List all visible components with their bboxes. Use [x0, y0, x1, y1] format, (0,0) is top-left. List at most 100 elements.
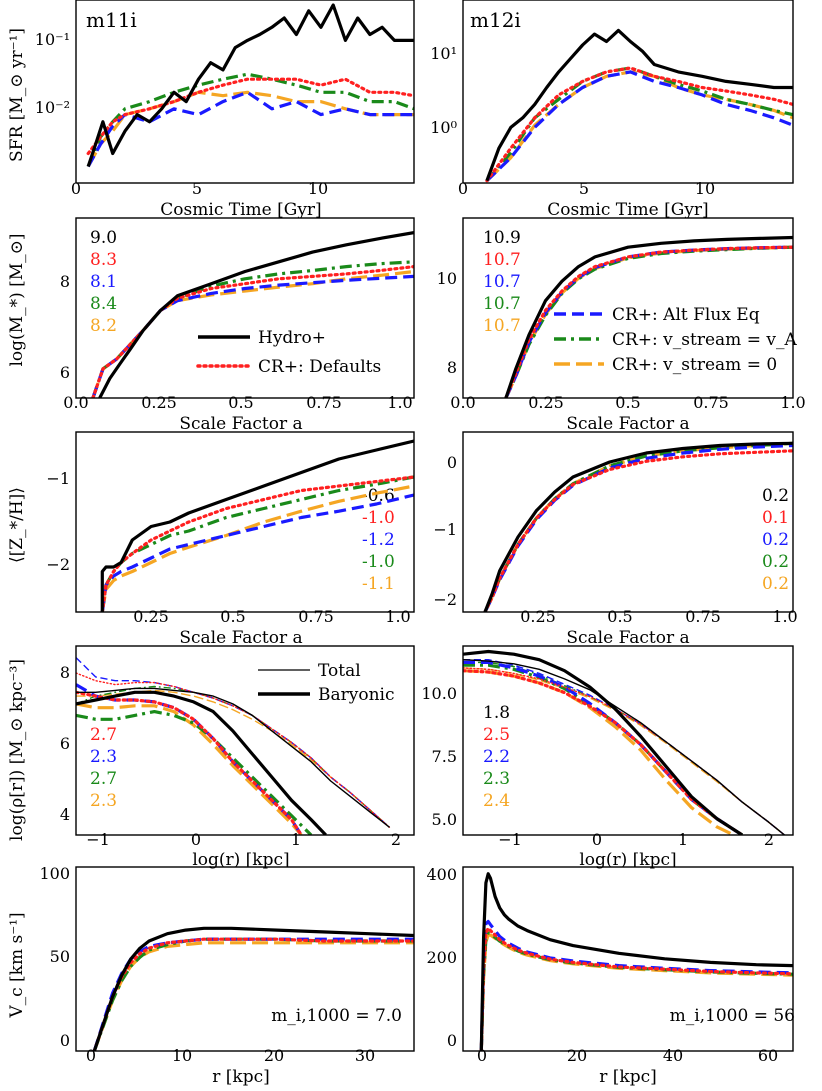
value-vstream-zero: 8.2 [90, 316, 117, 336]
panel-sfr-m11i: m11i SFR [M_⊙ yr⁻¹] Cosmic Time [Gyr] 0 … [7, 8, 328, 220]
y-tick-label: 4 [60, 805, 70, 824]
series-group-rho_m11i [76, 657, 391, 835]
series-line-hydro [504, 235, 793, 398]
legend-label-defaults: CR+: Defaults [258, 357, 381, 377]
y-axis-label-sfr: SFR [M_⊙ yr⁻¹] [7, 28, 27, 162]
value-hydro: 1.8 [483, 703, 510, 723]
legend-label-altflux: CR+: Alt Flux Eq [612, 305, 760, 325]
final-mass-values: 9.0 8.3 8.1 8.4 8.2 [90, 228, 117, 336]
panel-rho-m11i: log(ρ[r]) [M_⊙ kpc⁻³] log(r) [kpc] −1 0 … [7, 659, 401, 870]
series-line-hydro [485, 28, 793, 182]
x-tick-label: 0.25 [520, 607, 556, 626]
axes-frame-zstar_m12i [462, 431, 794, 613]
series-line-defaults [92, 937, 414, 1051]
series-line-zero-total [463, 667, 785, 835]
series-line-defaults [479, 926, 793, 1051]
series-line-defaults [91, 265, 414, 398]
x-tick-label: 0.25 [133, 607, 169, 626]
y-tick-label: −1 [46, 469, 70, 488]
x-axis-label-scale-factor: Scale Factor a [179, 414, 302, 434]
x-tick-label: 0.75 [693, 393, 729, 412]
x-tick-label: 0.5 [607, 607, 632, 626]
series-line-altflux [483, 443, 793, 612]
value-vstream-zero: 0.2 [762, 574, 789, 594]
x-tick-label: 20 [567, 1046, 587, 1065]
y-tick-label: 50 [50, 947, 70, 966]
y-tick-label: 200 [426, 948, 457, 967]
series-group-vc_m11i [92, 926, 414, 1051]
legend-label-total: Total [318, 661, 361, 681]
panel-zstar-m12i: Scale Factor a 0.25 0.5 0.75 1.0 −2 −1 0… [433, 453, 797, 648]
series-line-defaults [86, 77, 414, 156]
value-hydro: 0.2 [762, 486, 789, 506]
series-line-hydro [100, 439, 414, 612]
value-altflux: 2.2 [483, 747, 510, 767]
x-tick-label: 0.5 [220, 607, 245, 626]
series-group-sfr_m12i [485, 28, 793, 183]
axes-frame-vc_m12i [462, 866, 794, 1052]
x-tick-label: 0 [191, 830, 201, 849]
series-line-hydro-baryonic [463, 649, 744, 835]
y-tick-label: 0 [447, 453, 457, 472]
x-axis-label-log-r: log(r) [kpc] [579, 850, 676, 870]
y-tick-label: 10¹ [430, 44, 457, 63]
legend-cr-variants: CR+: Alt Flux Eq CR+: v_stream = v_A CR+… [554, 305, 797, 375]
x-tick-label: 10 [308, 179, 328, 198]
legend-total-baryonic: Total Baryonic [258, 661, 395, 705]
x-tick-label: 30 [355, 1046, 375, 1065]
series-group-vc_m12i [479, 872, 793, 1051]
value-vstream-zero: 2.3 [90, 791, 117, 811]
value-vstream-zero: 10.7 [483, 316, 521, 336]
x-axis-label-r: r [kpc] [212, 1067, 270, 1087]
series-group-sfr_m11i [86, 3, 414, 168]
series-line-defaults-total [76, 672, 391, 828]
series-line-vA [86, 72, 414, 168]
x-tick-label: 1.0 [387, 393, 412, 412]
series-group-rho_m12i [463, 649, 786, 835]
x-tick-label: 20 [264, 1046, 284, 1065]
resolution-label: m_i,1000 = 7.0 [271, 1006, 402, 1026]
x-tick-label: 1 [291, 830, 301, 849]
y-axis-label-density: log(ρ[r]) [M_⊙ kpc⁻³] [7, 659, 27, 841]
x-tick-label: 10 [695, 179, 715, 198]
x-tick-label: 2 [764, 830, 774, 849]
axes-frame-sfr_m11i [75, 0, 415, 184]
series-line-hydro [98, 231, 414, 398]
legend-hydro-defaults: Hydro+ CR+: Defaults [196, 328, 381, 377]
legend-label-vstream-zero: CR+: v_stream = 0 [612, 355, 777, 375]
series-line-altflux-total [76, 657, 390, 828]
series-line-zero [479, 933, 793, 1051]
series-group-mstar_m11i [91, 231, 414, 398]
series-line-hydro [483, 441, 793, 612]
x-tick-label: 0.25 [528, 393, 564, 412]
panel-rho-m12i: log(r) [kpc] −1 0 1 2 5.0 7.5 10.0 1.8 2… [421, 684, 774, 870]
x-tick-label: 0.75 [306, 393, 342, 412]
x-tick-label: 2 [391, 830, 401, 849]
value-vstream-va: 2.3 [483, 769, 510, 789]
x-tick-label: 0.75 [685, 607, 721, 626]
legend-label-vstream-va: CR+: v_stream = v_A [612, 330, 797, 350]
x-axis-label-scale-factor: Scale Factor a [179, 628, 302, 648]
y-tick-label: 100 [39, 864, 70, 883]
series-line-vA-baryonic [76, 709, 313, 835]
y-tick-label: 10⁻¹ [35, 30, 70, 49]
x-tick-label: −1 [498, 830, 522, 849]
x-tick-label: 5 [192, 179, 202, 198]
series-line-altflux [479, 919, 793, 1051]
panel-mstar-m12i: Scale Factor a 0.0 0.25 0.5 0.75 1.0 8 1… [437, 228, 806, 434]
series-line-defaults [504, 245, 793, 398]
x-tick-label: 0.25 [141, 393, 177, 412]
series-line-defaults [483, 449, 793, 612]
panel-title-m11i: m11i [86, 8, 137, 32]
x-tick-label: 40 [663, 1046, 683, 1065]
y-tick-label: 10.0 [421, 684, 457, 703]
series-line-hydro-baryonic [76, 690, 327, 835]
y-tick-label: 10⁻² [35, 98, 70, 117]
series-line-zero [100, 484, 414, 612]
series-line-hydro-total [76, 687, 390, 828]
series-line-defaults-baryonic [463, 669, 744, 835]
y-axis-label-metallicity: ⟨[Z_*/H]⟩ [7, 487, 27, 563]
series-line-defaults [100, 475, 414, 612]
series-line-zero-baryonic [76, 702, 303, 835]
x-tick-label: 1.0 [385, 607, 410, 626]
